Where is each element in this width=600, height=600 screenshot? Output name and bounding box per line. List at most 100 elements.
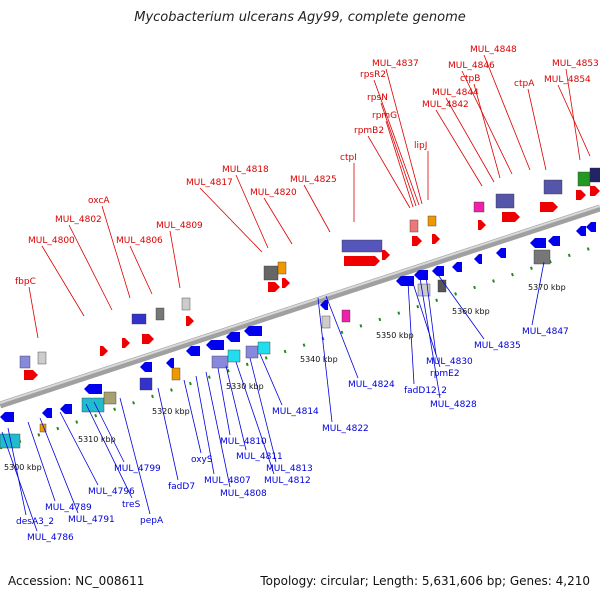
gene-arrow[interactable] (186, 316, 194, 326)
gene-feature[interactable] (39, 423, 47, 433)
reverse-gene-label[interactable]: MUL_4789 (45, 503, 92, 513)
reverse-gene-label[interactable]: MUL_4824 (348, 380, 395, 390)
reverse-gene-label[interactable]: rpmE2 (430, 369, 460, 379)
gene-arrow[interactable] (396, 276, 414, 286)
forward-gene-label[interactable]: ctpA (514, 79, 535, 89)
forward-gene-label[interactable]: ctpB (460, 74, 480, 84)
reverse-gene-label[interactable]: MUL_4830 (426, 357, 473, 367)
forward-gene-label[interactable]: ctpI (340, 153, 357, 163)
gene-arrow[interactable] (122, 338, 130, 348)
reverse-gene-label[interactable]: MUL_4813 (266, 464, 313, 474)
forward-gene-label[interactable]: rpsR2 (360, 70, 386, 80)
gene-arrow[interactable] (84, 384, 102, 394)
reverse-gene-label[interactable]: MUL_4847 (522, 327, 569, 337)
reverse-gene-label[interactable]: MUL_4812 (264, 476, 311, 486)
gene-arrow[interactable] (540, 202, 558, 212)
gene-arrow[interactable] (140, 362, 152, 372)
gene-arrow[interactable] (320, 300, 328, 310)
gene-feature[interactable] (577, 171, 591, 187)
reverse-gene-label[interactable]: MUL_4828 (430, 400, 477, 410)
forward-gene-label[interactable]: fbpC (15, 277, 36, 287)
gene-arrow[interactable] (590, 186, 600, 196)
gene-arrow[interactable] (586, 222, 596, 232)
gene-feature[interactable] (473, 201, 485, 213)
reverse-gene-label[interactable]: pepA (140, 516, 164, 526)
reverse-gene-label[interactable]: MUL_4796 (88, 487, 135, 497)
gene-arrow[interactable] (60, 404, 72, 414)
gene-feature[interactable] (131, 313, 147, 325)
reverse-gene-label[interactable]: MUL_4810 (220, 437, 267, 447)
gene-feature[interactable] (437, 279, 447, 293)
gene-arrow[interactable] (344, 256, 380, 266)
forward-gene-label[interactable]: MUL_4818 (222, 165, 269, 175)
gene-arrow[interactable] (100, 346, 108, 356)
gene-arrow[interactable] (412, 236, 422, 246)
gene-arrow[interactable] (432, 266, 444, 276)
gene-arrow[interactable] (474, 254, 482, 264)
forward-gene-label[interactable]: MUL_4802 (55, 215, 102, 225)
forward-gene-label[interactable]: lipJ (414, 141, 427, 151)
gene-arrow[interactable] (24, 370, 38, 380)
forward-gene-label[interactable]: MUL_4848 (470, 45, 517, 55)
gene-arrow[interactable] (0, 412, 14, 422)
reverse-gene-label[interactable]: fadD7 (168, 482, 195, 492)
gene-arrow[interactable] (166, 358, 174, 368)
reverse-gene-label[interactable]: MUL_4807 (204, 476, 251, 486)
gene-feature[interactable] (543, 179, 563, 195)
gene-feature[interactable] (263, 265, 279, 281)
gene-feature[interactable] (341, 239, 383, 253)
forward-gene-label[interactable]: rpsN (367, 93, 388, 103)
gene-arrow[interactable] (548, 236, 560, 246)
forward-gene-label[interactable]: MUL_4809 (156, 221, 203, 231)
forward-gene-label[interactable]: MUL_4844 (432, 88, 479, 98)
gene-feature[interactable] (227, 349, 241, 363)
reverse-gene-label[interactable]: MUL_4791 (68, 515, 115, 525)
forward-gene-label[interactable]: MUL_4820 (250, 188, 297, 198)
gene-arrow[interactable] (414, 270, 428, 280)
reverse-gene-label[interactable]: MUL_4799 (114, 464, 161, 474)
gene-arrow[interactable] (382, 250, 390, 260)
gene-feature[interactable] (321, 315, 331, 329)
gene-feature[interactable] (245, 345, 259, 359)
gene-feature[interactable] (341, 309, 351, 323)
forward-gene-label[interactable]: MUL_4806 (116, 236, 163, 246)
gene-feature[interactable] (155, 307, 165, 321)
forward-gene-label[interactable]: MUL_4800 (28, 236, 75, 246)
gene-feature[interactable] (589, 167, 600, 183)
gene-feature[interactable] (81, 397, 105, 413)
gene-arrow[interactable] (496, 248, 506, 258)
gene-arrow[interactable] (502, 212, 520, 222)
gene-feature[interactable] (409, 219, 419, 233)
reverse-gene-label[interactable]: fadD12_2 (404, 386, 447, 396)
forward-gene-label[interactable]: MUL_4837 (372, 59, 419, 69)
forward-gene-label[interactable]: MUL_4825 (290, 175, 337, 185)
gene-feature[interactable] (181, 297, 191, 311)
gene-arrow[interactable] (268, 282, 280, 292)
reverse-gene-label[interactable]: oxyS (191, 455, 213, 465)
gene-arrow[interactable] (478, 220, 486, 230)
gene-arrow[interactable] (576, 190, 586, 200)
gene-feature[interactable] (19, 355, 31, 369)
gene-feature[interactable] (277, 261, 287, 275)
gene-arrow[interactable] (452, 262, 462, 272)
gene-arrow[interactable] (226, 332, 240, 342)
forward-gene-label[interactable]: oxcA (88, 196, 110, 206)
gene-arrow[interactable] (432, 234, 440, 244)
gene-arrow[interactable] (282, 278, 290, 288)
forward-gene-label[interactable]: rpmB2 (354, 126, 384, 136)
gene-feature[interactable] (0, 433, 21, 449)
gene-arrow[interactable] (530, 238, 546, 248)
gene-arrow[interactable] (142, 334, 154, 344)
gene-feature[interactable] (37, 351, 47, 365)
forward-gene-label[interactable]: rpmG (372, 111, 397, 121)
gene-feature[interactable] (139, 377, 153, 391)
gene-feature[interactable] (495, 193, 515, 209)
gene-feature[interactable] (103, 391, 117, 405)
forward-gene-label[interactable]: MUL_4854 (544, 75, 591, 85)
forward-gene-label[interactable]: MUL_4842 (422, 100, 469, 110)
forward-gene-label[interactable]: MUL_4853 (552, 59, 599, 69)
gene-features[interactable] (0, 167, 600, 449)
reverse-gene-label[interactable]: MUL_4786 (27, 533, 74, 543)
forward-gene-label[interactable]: MUL_4817 (186, 178, 233, 188)
